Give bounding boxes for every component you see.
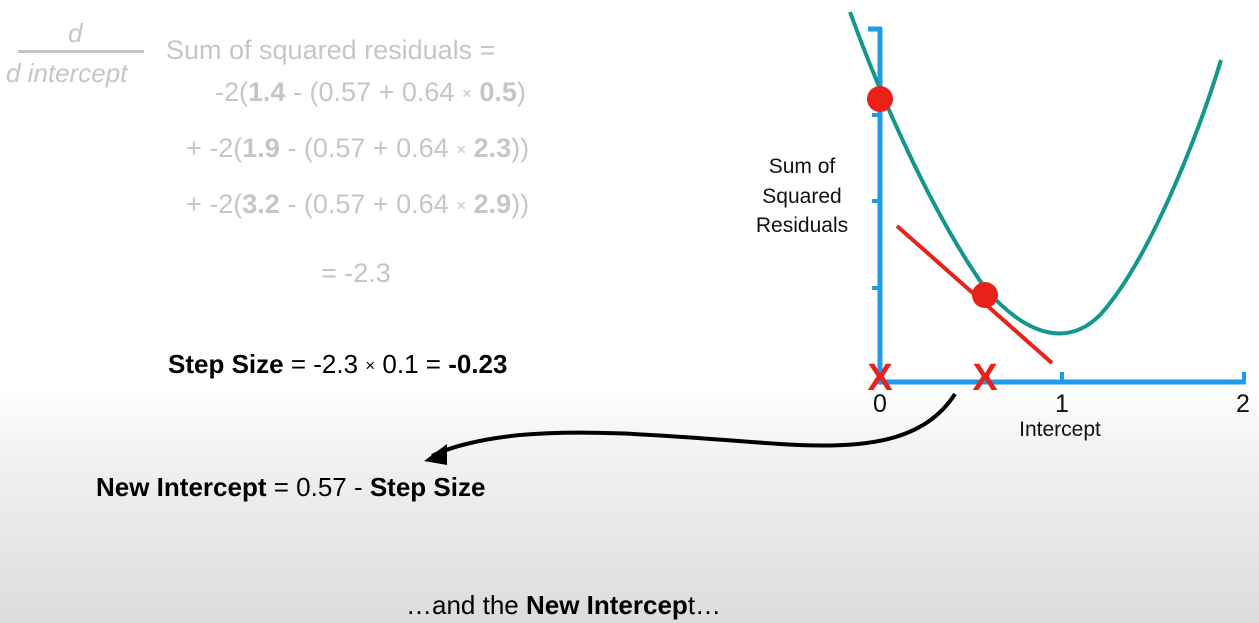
y-axis-label-line-3: Residuals <box>756 214 848 237</box>
x-tick-label-2: 2 <box>1236 390 1250 418</box>
point-current-intercept <box>972 282 998 308</box>
y-axis-label-line-2: Squared <box>762 185 841 208</box>
step-size-equation: Step Size = -2.3 × 0.1 = -0.23 <box>168 349 508 379</box>
derivative-numerator: d <box>68 18 83 48</box>
y-axis-label-line-1: Sum of <box>769 155 836 178</box>
x-tick-label-1: 1 <box>1055 390 1069 418</box>
x-marker-zero: X <box>867 357 893 399</box>
ssr-curve <box>848 11 1223 336</box>
fraction-bar <box>18 50 144 53</box>
derivative-denominator: d intercept <box>6 58 128 88</box>
arrow-head <box>424 444 447 465</box>
point-intercept-zero <box>867 86 893 112</box>
subtitle-caption: …and the New Intercept… <box>406 590 722 620</box>
term-2: + -2(1.9 - (0.57 + 0.64 × 2.3)) <box>186 133 530 163</box>
x-tick-label-0: 0 <box>873 390 887 418</box>
curved-arrow <box>431 392 957 458</box>
x-marker-current: X <box>972 357 998 399</box>
term-1: -2(1.4 - (0.57 + 0.64 × 0.5) <box>215 77 526 107</box>
x-axis-label: Intercept <box>1019 418 1101 441</box>
derivative-label: Sum of squared residuals = <box>166 35 496 65</box>
new-intercept-equation: New Intercept = 0.57 - Step Size <box>96 472 486 502</box>
term-3: + -2(3.2 - (0.57 + 0.64 × 2.9)) <box>186 189 530 219</box>
derivative-result: = -2.3 <box>321 258 391 288</box>
